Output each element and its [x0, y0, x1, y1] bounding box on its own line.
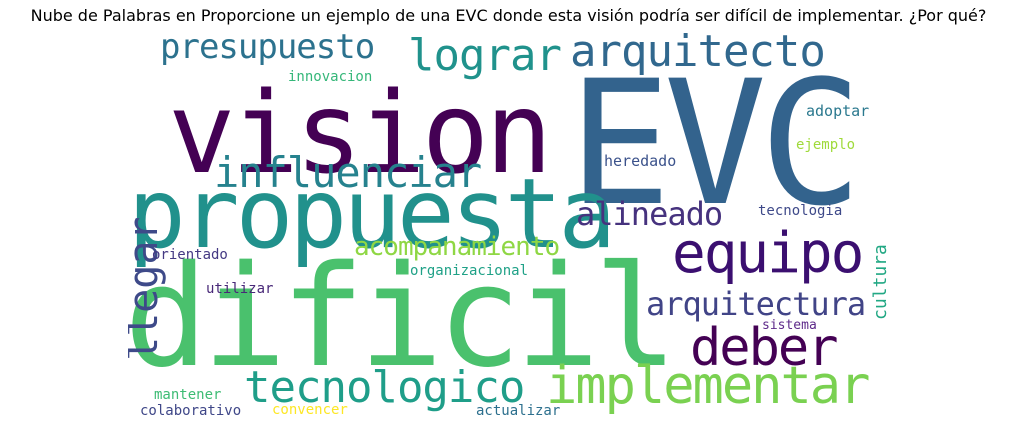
word-tecnologico: tecnologico: [244, 362, 525, 413]
word-llegar: llegar: [128, 216, 167, 362]
word-deber: deber: [690, 318, 839, 378]
word-evc: EVC: [568, 43, 863, 244]
word-mantener: mantener: [154, 387, 222, 403]
word-propuesta: propuesta: [128, 158, 616, 270]
word-alineado: alineado: [576, 195, 723, 233]
word-vision: vision: [168, 69, 553, 199]
word-acompanamiento: acompanamiento: [354, 232, 560, 262]
word-sistema: sistema: [762, 318, 817, 333]
word-colaborativo: colaborativo: [140, 403, 242, 419]
word-lograr: lograr: [408, 30, 562, 81]
word-actualizar: actualizar: [476, 403, 561, 419]
word-heredado: heredado: [604, 152, 677, 170]
word-organizacional: organizacional: [410, 263, 529, 279]
word-adoptar: adoptar: [806, 102, 870, 120]
word-implementar: implementar: [546, 356, 870, 416]
word-cultura: cultura: [870, 244, 888, 320]
word-utilizar: utilizar: [206, 281, 274, 297]
word-innovacion: innovacion: [288, 69, 373, 85]
word-arquitecto: arquitecto: [570, 30, 826, 77]
word-dificil: dificil: [128, 236, 678, 399]
word-equipo: equipo: [672, 221, 864, 286]
word-ejemplo: ejemplo: [796, 137, 856, 153]
word-influenciar: influenciar: [214, 148, 482, 197]
word-cloud: EVC dificil vision propuesta implementar…: [128, 30, 888, 426]
word-tecnologia: tecnologia: [758, 203, 843, 219]
word-convencer: convencer: [272, 402, 348, 418]
word-presupuesto: presupuesto: [160, 30, 375, 67]
word-arquitectura: arquitectura: [646, 285, 866, 323]
word-orientado: orientado: [152, 247, 228, 263]
page-title: Nube de Palabras en Proporcione un ejemp…: [30, 6, 987, 25]
